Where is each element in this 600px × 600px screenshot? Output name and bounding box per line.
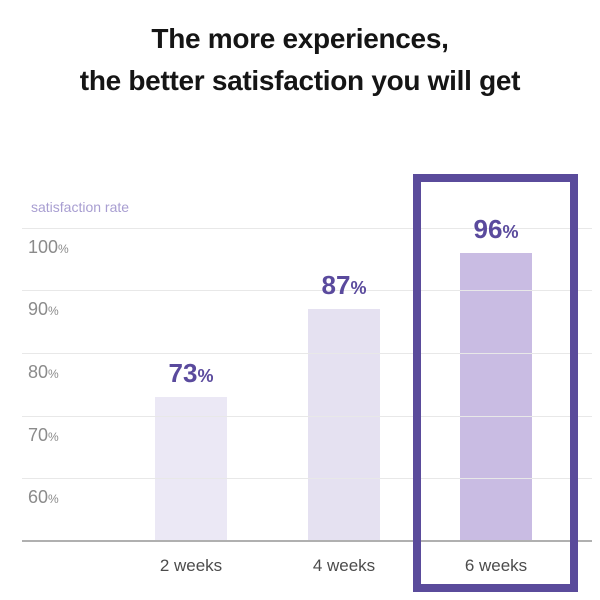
y-tick-60: 60% bbox=[28, 488, 59, 506]
value-number: 96 bbox=[473, 214, 503, 244]
value-number: 73 bbox=[168, 358, 198, 388]
percent-sign: % bbox=[48, 492, 59, 506]
chart-title-line-2: the better satisfaction you will get bbox=[79, 65, 521, 96]
category-label-6-weeks: 6 weeks bbox=[464, 556, 528, 575]
gridline-100 bbox=[22, 228, 592, 229]
percent-sign: % bbox=[48, 367, 59, 381]
percent-sign: % bbox=[48, 304, 59, 318]
percent-sign: % bbox=[502, 222, 519, 242]
value-label-6-weeks: 96% bbox=[426, 214, 566, 245]
y-tick-80: 80% bbox=[28, 363, 59, 381]
chart-title-line-1: The more experiences, bbox=[151, 23, 449, 54]
y-tick-90: 90% bbox=[28, 300, 59, 318]
gridline-90 bbox=[22, 290, 592, 291]
y-axis-title: satisfaction rate bbox=[31, 199, 130, 215]
bar-6-weeks bbox=[460, 253, 532, 541]
y-tick-70: 70% bbox=[28, 426, 59, 444]
x-axis-line bbox=[22, 540, 592, 542]
category-label-2-weeks: 2 weeks bbox=[159, 556, 223, 575]
chart-title: The more experiences, the better satisfa… bbox=[0, 18, 600, 102]
y-tick-value: 90 bbox=[28, 299, 49, 319]
highlight-box bbox=[413, 174, 578, 592]
y-tick-100: 100% bbox=[28, 238, 69, 256]
value-number: 87 bbox=[321, 270, 351, 300]
percent-sign: % bbox=[48, 430, 59, 444]
y-tick-value: 80 bbox=[28, 362, 49, 382]
percent-sign: % bbox=[350, 278, 367, 298]
bar-2-weeks bbox=[155, 397, 227, 541]
gridline-80 bbox=[22, 353, 592, 354]
y-tick-value: 70 bbox=[28, 425, 49, 445]
bar-4-weeks bbox=[308, 309, 380, 541]
percent-sign: % bbox=[58, 242, 69, 256]
y-tick-value: 60 bbox=[28, 487, 49, 507]
y-tick-value: 100 bbox=[28, 237, 59, 257]
value-label-2-weeks: 73% bbox=[121, 358, 261, 389]
category-label-4-weeks: 4 weeks bbox=[312, 556, 376, 575]
percent-sign: % bbox=[197, 366, 214, 386]
gridline-60 bbox=[22, 478, 592, 479]
gridline-70 bbox=[22, 416, 592, 417]
value-label-4-weeks: 87% bbox=[274, 270, 414, 301]
